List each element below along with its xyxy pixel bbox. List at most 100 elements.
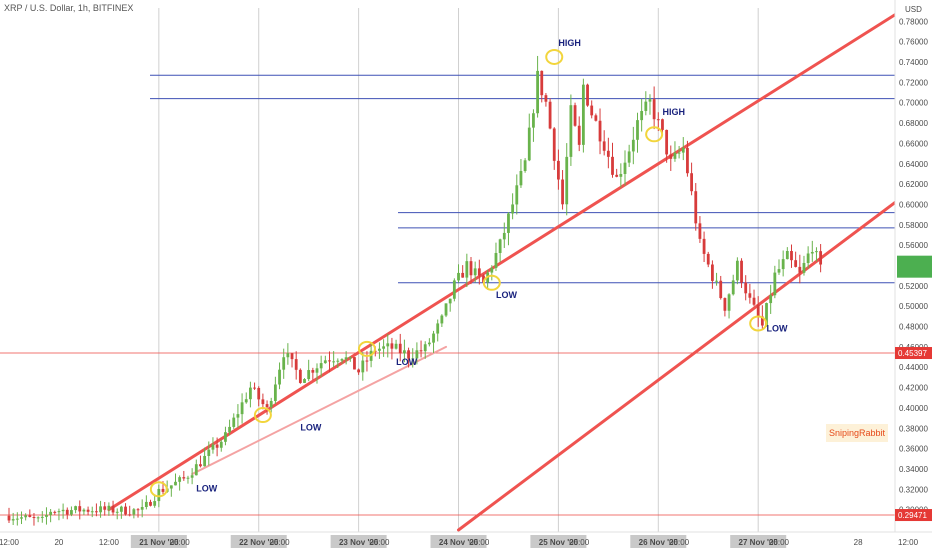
price-tick-label: 0.66000: [899, 139, 928, 148]
candle-body: [378, 348, 381, 351]
candle-body: [744, 282, 748, 294]
annotation-label: HIGH: [558, 38, 581, 48]
candle-body: [777, 269, 781, 273]
candle-body: [715, 280, 718, 282]
time-highlight: [730, 535, 787, 548]
candle-body: [298, 369, 302, 383]
candle-body: [265, 404, 269, 408]
candle-body: [611, 156, 614, 175]
candle-body: [107, 505, 111, 510]
candle-body: [149, 501, 152, 506]
time-highlight: [330, 535, 387, 548]
candle-body: [253, 387, 256, 389]
candle-body: [328, 360, 331, 362]
candle-body: [490, 267, 494, 273]
candle-body: [569, 105, 573, 157]
pivot-marker: [357, 340, 376, 357]
time-tick-label: 05:00: [769, 538, 790, 547]
candle-body: [65, 509, 69, 515]
candle-body: [694, 191, 698, 224]
candle-body: [511, 204, 515, 214]
candle-body: [236, 414, 240, 418]
candle-body: [211, 444, 215, 450]
time-highlight: [530, 535, 587, 548]
candle-body: [577, 125, 581, 145]
price-tick-label: 0.64000: [899, 160, 928, 169]
time-highlight: [630, 535, 687, 548]
candle-body: [103, 506, 107, 510]
candle-body: [565, 156, 569, 205]
candles: [7, 55, 823, 526]
candle-body: [760, 316, 764, 326]
pivot-marker: [482, 274, 501, 291]
candle-body: [432, 333, 435, 343]
watermark-bg: [826, 424, 888, 442]
candle-body: [773, 272, 777, 296]
candle-body: [119, 506, 123, 512]
price-tick-label: 0.78000: [899, 17, 928, 26]
candle-body: [794, 260, 798, 267]
candle-body: [128, 514, 132, 516]
annotation-label: LOW: [496, 290, 517, 300]
time-tick-label: 12:00: [0, 538, 20, 547]
time-tick-label: 25 Nov '20: [539, 538, 579, 547]
time-tick-label: 12:00: [898, 538, 919, 547]
chart-header: XRP / U.S. Dollar, 1h, BITFINEX: [4, 3, 134, 13]
candle-body: [348, 357, 352, 359]
candle-body: [286, 353, 290, 358]
candle-body: [90, 511, 94, 513]
time-highlight: [430, 535, 487, 548]
candle-body: [182, 477, 186, 479]
candle-body: [785, 250, 789, 260]
candle-body: [523, 160, 527, 171]
trendline: [107, 0, 922, 512]
candle-body: [398, 343, 402, 354]
candle-body: [810, 251, 814, 254]
candle-body: [819, 251, 823, 265]
watermark-text: SnipingRabbit: [829, 428, 886, 438]
candle-body: [323, 360, 327, 364]
candle-body: [644, 101, 648, 111]
candle-body: [752, 297, 756, 305]
candle-body: [290, 353, 294, 360]
candle-body: [536, 70, 539, 114]
candle-body: [494, 252, 498, 268]
trend-lines: [107, 0, 932, 532]
price-tick-label: 0.70000: [899, 99, 928, 108]
candle-body: [28, 515, 32, 517]
candle-body: [45, 515, 48, 517]
candle-body: [552, 128, 556, 161]
price-tick-label: 0.60000: [899, 200, 928, 209]
time-tick-label: 26 Nov '20: [639, 538, 679, 547]
candle-body: [461, 272, 465, 278]
axis-unit: USD: [905, 5, 922, 14]
candle-body: [502, 232, 506, 240]
candle-body: [669, 154, 673, 159]
pivot-markers: [149, 48, 768, 498]
candle-body: [527, 127, 531, 161]
candle-body: [748, 293, 752, 298]
candle-body: [57, 511, 61, 513]
candle-body: [186, 477, 190, 479]
candle-body: [415, 350, 419, 359]
annotation-label: LOW: [767, 324, 788, 334]
candle-body: [698, 223, 702, 239]
candle-body: [157, 488, 161, 502]
time-tick-label: 05:00: [369, 538, 390, 547]
time-tick-label: 27 Nov '20: [739, 538, 779, 547]
candle-body: [615, 174, 619, 177]
time-tick-label: 05:00: [669, 538, 690, 547]
price-tick-label: 0.50000: [899, 302, 928, 311]
candle-body: [269, 400, 273, 408]
candle-body: [781, 259, 785, 270]
time-tick-label: 05:00: [569, 538, 590, 547]
candle-body: [394, 343, 398, 349]
candle-body: [544, 95, 548, 102]
annotation-label: LOW: [300, 422, 321, 432]
candle-body: [661, 119, 664, 130]
pivot-marker: [545, 48, 564, 65]
candle-body: [32, 516, 36, 518]
time-tick-label: 05:00: [270, 538, 291, 547]
